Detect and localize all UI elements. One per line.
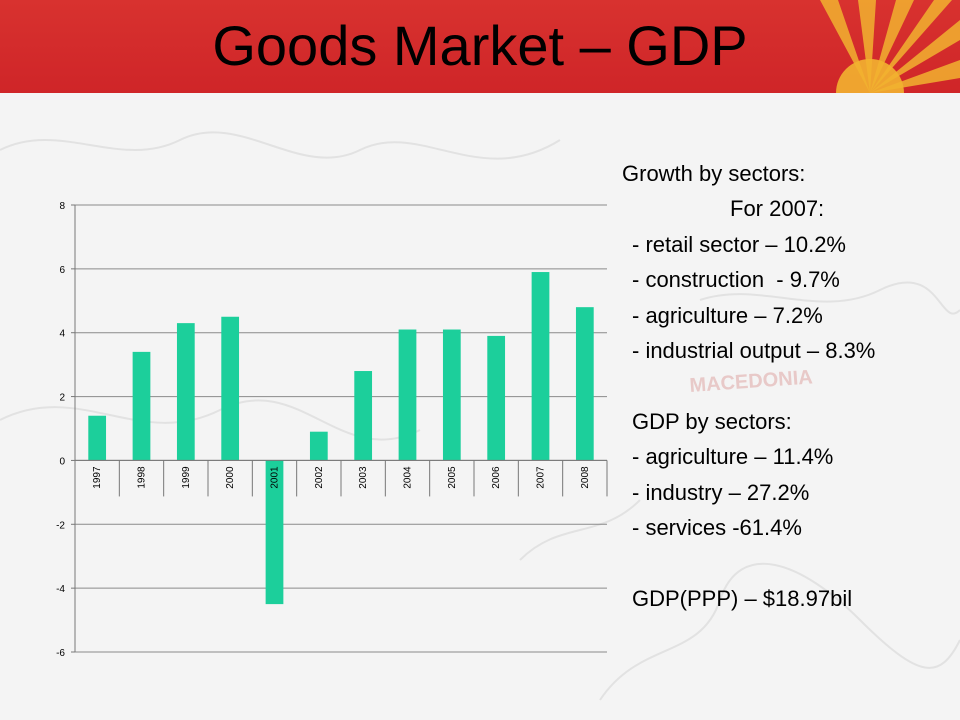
bar-2001 bbox=[265, 460, 284, 605]
y-tick-label: -6 bbox=[56, 648, 65, 659]
x-tick-labels: 1997 1998 1999 2000 2001 2002 2003 2004 2005 2006… bbox=[92, 466, 591, 489]
y-tick-labels: 8 6 4 2 0 -2 -4 -6 bbox=[56, 201, 65, 659]
growth-item: - construction - 9.7% bbox=[632, 267, 840, 293]
bar-1997 bbox=[88, 415, 107, 461]
bar-2006 bbox=[487, 335, 506, 461]
x-tick-label: 2005 bbox=[447, 466, 458, 489]
sun-rays-graphic bbox=[820, 0, 960, 93]
x-tick-label: 2008 bbox=[580, 466, 591, 489]
growth-item: - agriculture – 7.2% bbox=[632, 302, 823, 328]
x-tick-label: 1999 bbox=[181, 466, 192, 489]
slide-title: Goods Market – GDP bbox=[212, 14, 748, 77]
x-tick-label: 2003 bbox=[358, 466, 369, 489]
x-tick-label: 2004 bbox=[403, 466, 414, 489]
y-tick-label: -4 bbox=[56, 584, 65, 595]
y-tick-label: 0 bbox=[59, 456, 65, 467]
gdp-item: - services -61.4% bbox=[632, 514, 802, 540]
bar-2005 bbox=[442, 329, 461, 461]
gdp-ppp: GDP(PPP) – $18.97bil bbox=[632, 585, 853, 611]
x-tick-label: 1997 bbox=[92, 466, 103, 489]
bar-2007 bbox=[531, 272, 550, 461]
y-tick-label: -2 bbox=[56, 520, 65, 531]
gdp-item: - agriculture – 11.4% bbox=[632, 444, 834, 470]
y-tick-label: 6 bbox=[59, 265, 65, 276]
x-tick-label: 2006 bbox=[491, 466, 502, 489]
y-tick-label: 2 bbox=[59, 393, 65, 404]
x-tick-label: 2002 bbox=[314, 466, 325, 489]
bar-2004 bbox=[398, 329, 417, 461]
chart-bars bbox=[88, 272, 594, 605]
bar-2002 bbox=[309, 431, 328, 461]
gdp-item: - industry – 27.2% bbox=[632, 479, 810, 505]
bar-2000 bbox=[221, 316, 240, 461]
bar-2003 bbox=[354, 371, 373, 461]
growth-item: - retail sector – 10.2% bbox=[632, 231, 846, 257]
growth-item: - industrial output – 8.3% bbox=[632, 337, 876, 363]
slide-header: Goods Market – GDP bbox=[0, 0, 960, 93]
gdp-growth-bar-chart: 8 6 4 2 0 -2 -4 -6 1997 1998 1999 2000 2001 2002 2003… bbox=[56, 201, 608, 659]
chart-gridlines bbox=[75, 204, 607, 653]
bar-2008 bbox=[575, 307, 594, 461]
gdp-heading: GDP by sectors: bbox=[632, 408, 792, 434]
sector-stats-text: Growth by sectors: For 2007: - retail se… bbox=[622, 156, 952, 616]
x-tick-label: 2000 bbox=[225, 466, 236, 489]
x-tick-label: 2001 bbox=[270, 466, 281, 489]
x-tick-label: 1998 bbox=[137, 466, 148, 489]
chart-axes bbox=[71, 204, 608, 653]
y-tick-label: 8 bbox=[59, 201, 65, 212]
bar-1999 bbox=[176, 323, 195, 461]
bar-1998 bbox=[132, 351, 151, 461]
spacer bbox=[622, 368, 952, 403]
growth-year: For 2007: bbox=[730, 196, 825, 222]
x-tick-label: 2007 bbox=[536, 466, 547, 489]
y-tick-label: 4 bbox=[59, 329, 65, 340]
growth-heading: Growth by sectors: bbox=[622, 161, 806, 186]
spacer bbox=[622, 545, 952, 580]
